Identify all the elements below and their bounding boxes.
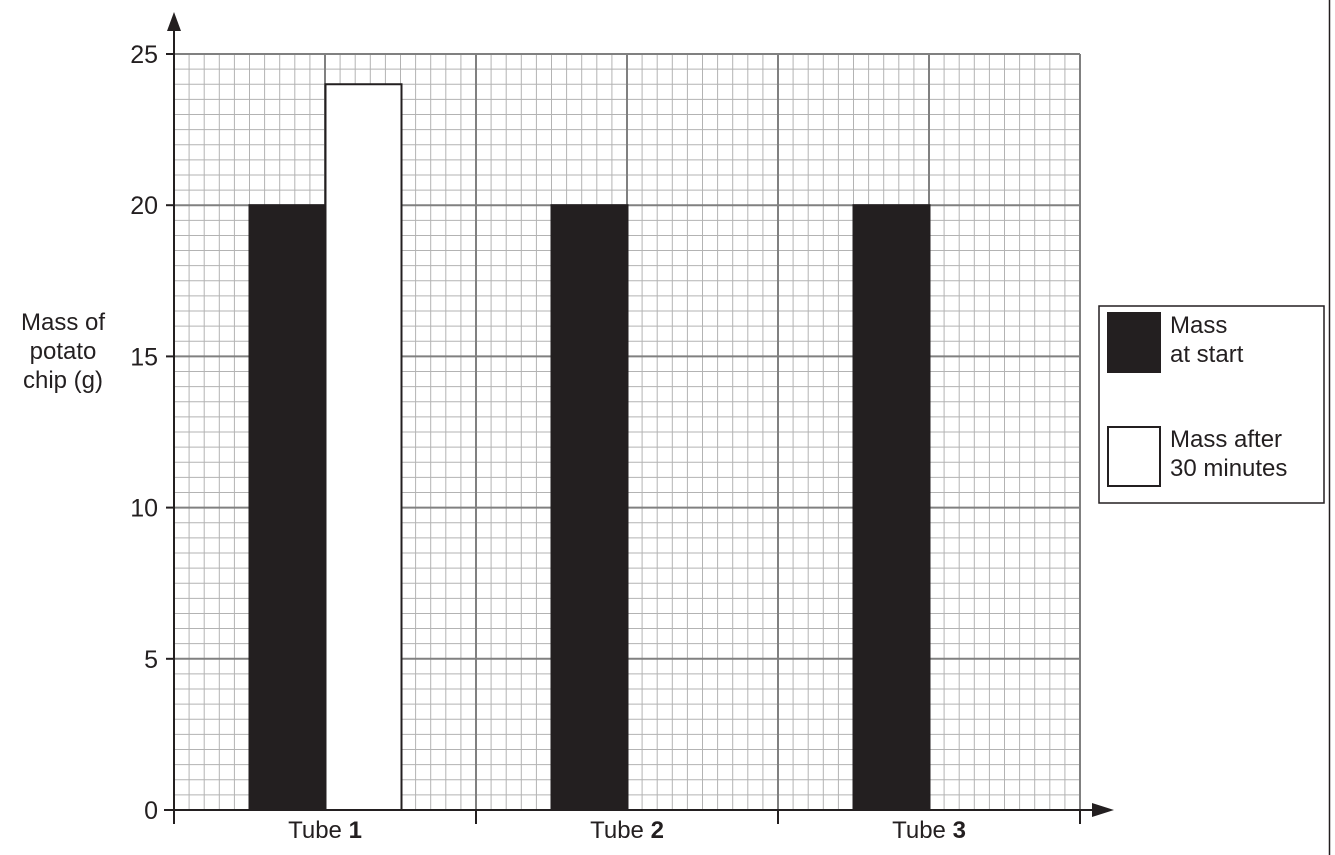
y-tick-label: 25 — [130, 41, 158, 69]
legend-label-after: Mass after — [1170, 426, 1282, 453]
bar-after-tube-1 — [324, 83, 403, 812]
x-tick-label-prefix: Tube — [590, 817, 650, 844]
x-tick-label: Tube 2 — [590, 817, 664, 844]
legend-label-after: 30 minutes — [1170, 455, 1287, 482]
y-axis-arrow-icon — [167, 12, 181, 31]
x-tick-label-prefix: Tube — [892, 817, 952, 844]
x-axis-arrow-icon — [1092, 803, 1114, 817]
y-tick-label: 0 — [144, 797, 158, 825]
x-tick-label: Tube 3 — [892, 817, 966, 844]
x-tick-labels: Tube 1 Tube 2 Tube 3 — [288, 817, 966, 844]
bar-start-tube-2 — [550, 204, 629, 811]
y-tick-label: 10 — [130, 495, 158, 523]
x-tick-label: Tube 1 — [288, 817, 362, 844]
y-axis-label-line: chip (g) — [23, 367, 103, 394]
legend-swatch-start — [1107, 312, 1161, 373]
bars — [248, 83, 931, 812]
x-tick-label-number: 3 — [953, 817, 966, 844]
legend-label-start: Mass — [1170, 312, 1227, 339]
legend-swatch-after — [1107, 426, 1161, 487]
x-tick-label-number: 1 — [349, 817, 362, 844]
legend-label-start: at start — [1170, 341, 1244, 368]
y-axis-label-line: potato — [30, 338, 97, 365]
bar-start-tube-1 — [248, 204, 327, 811]
bar-start-tube-3 — [852, 204, 931, 811]
x-tick-label-number: 2 — [651, 817, 664, 844]
y-axis-label-line: Mass of — [21, 309, 105, 336]
axes — [164, 12, 1114, 824]
y-tick-labels: 0 5 10 15 20 25 — [130, 41, 158, 825]
y-tick-label: 5 — [144, 646, 158, 674]
y-tick-label: 20 — [130, 192, 158, 220]
y-tick-label: 15 — [130, 343, 158, 371]
x-tick-label-prefix: Tube — [288, 817, 348, 844]
